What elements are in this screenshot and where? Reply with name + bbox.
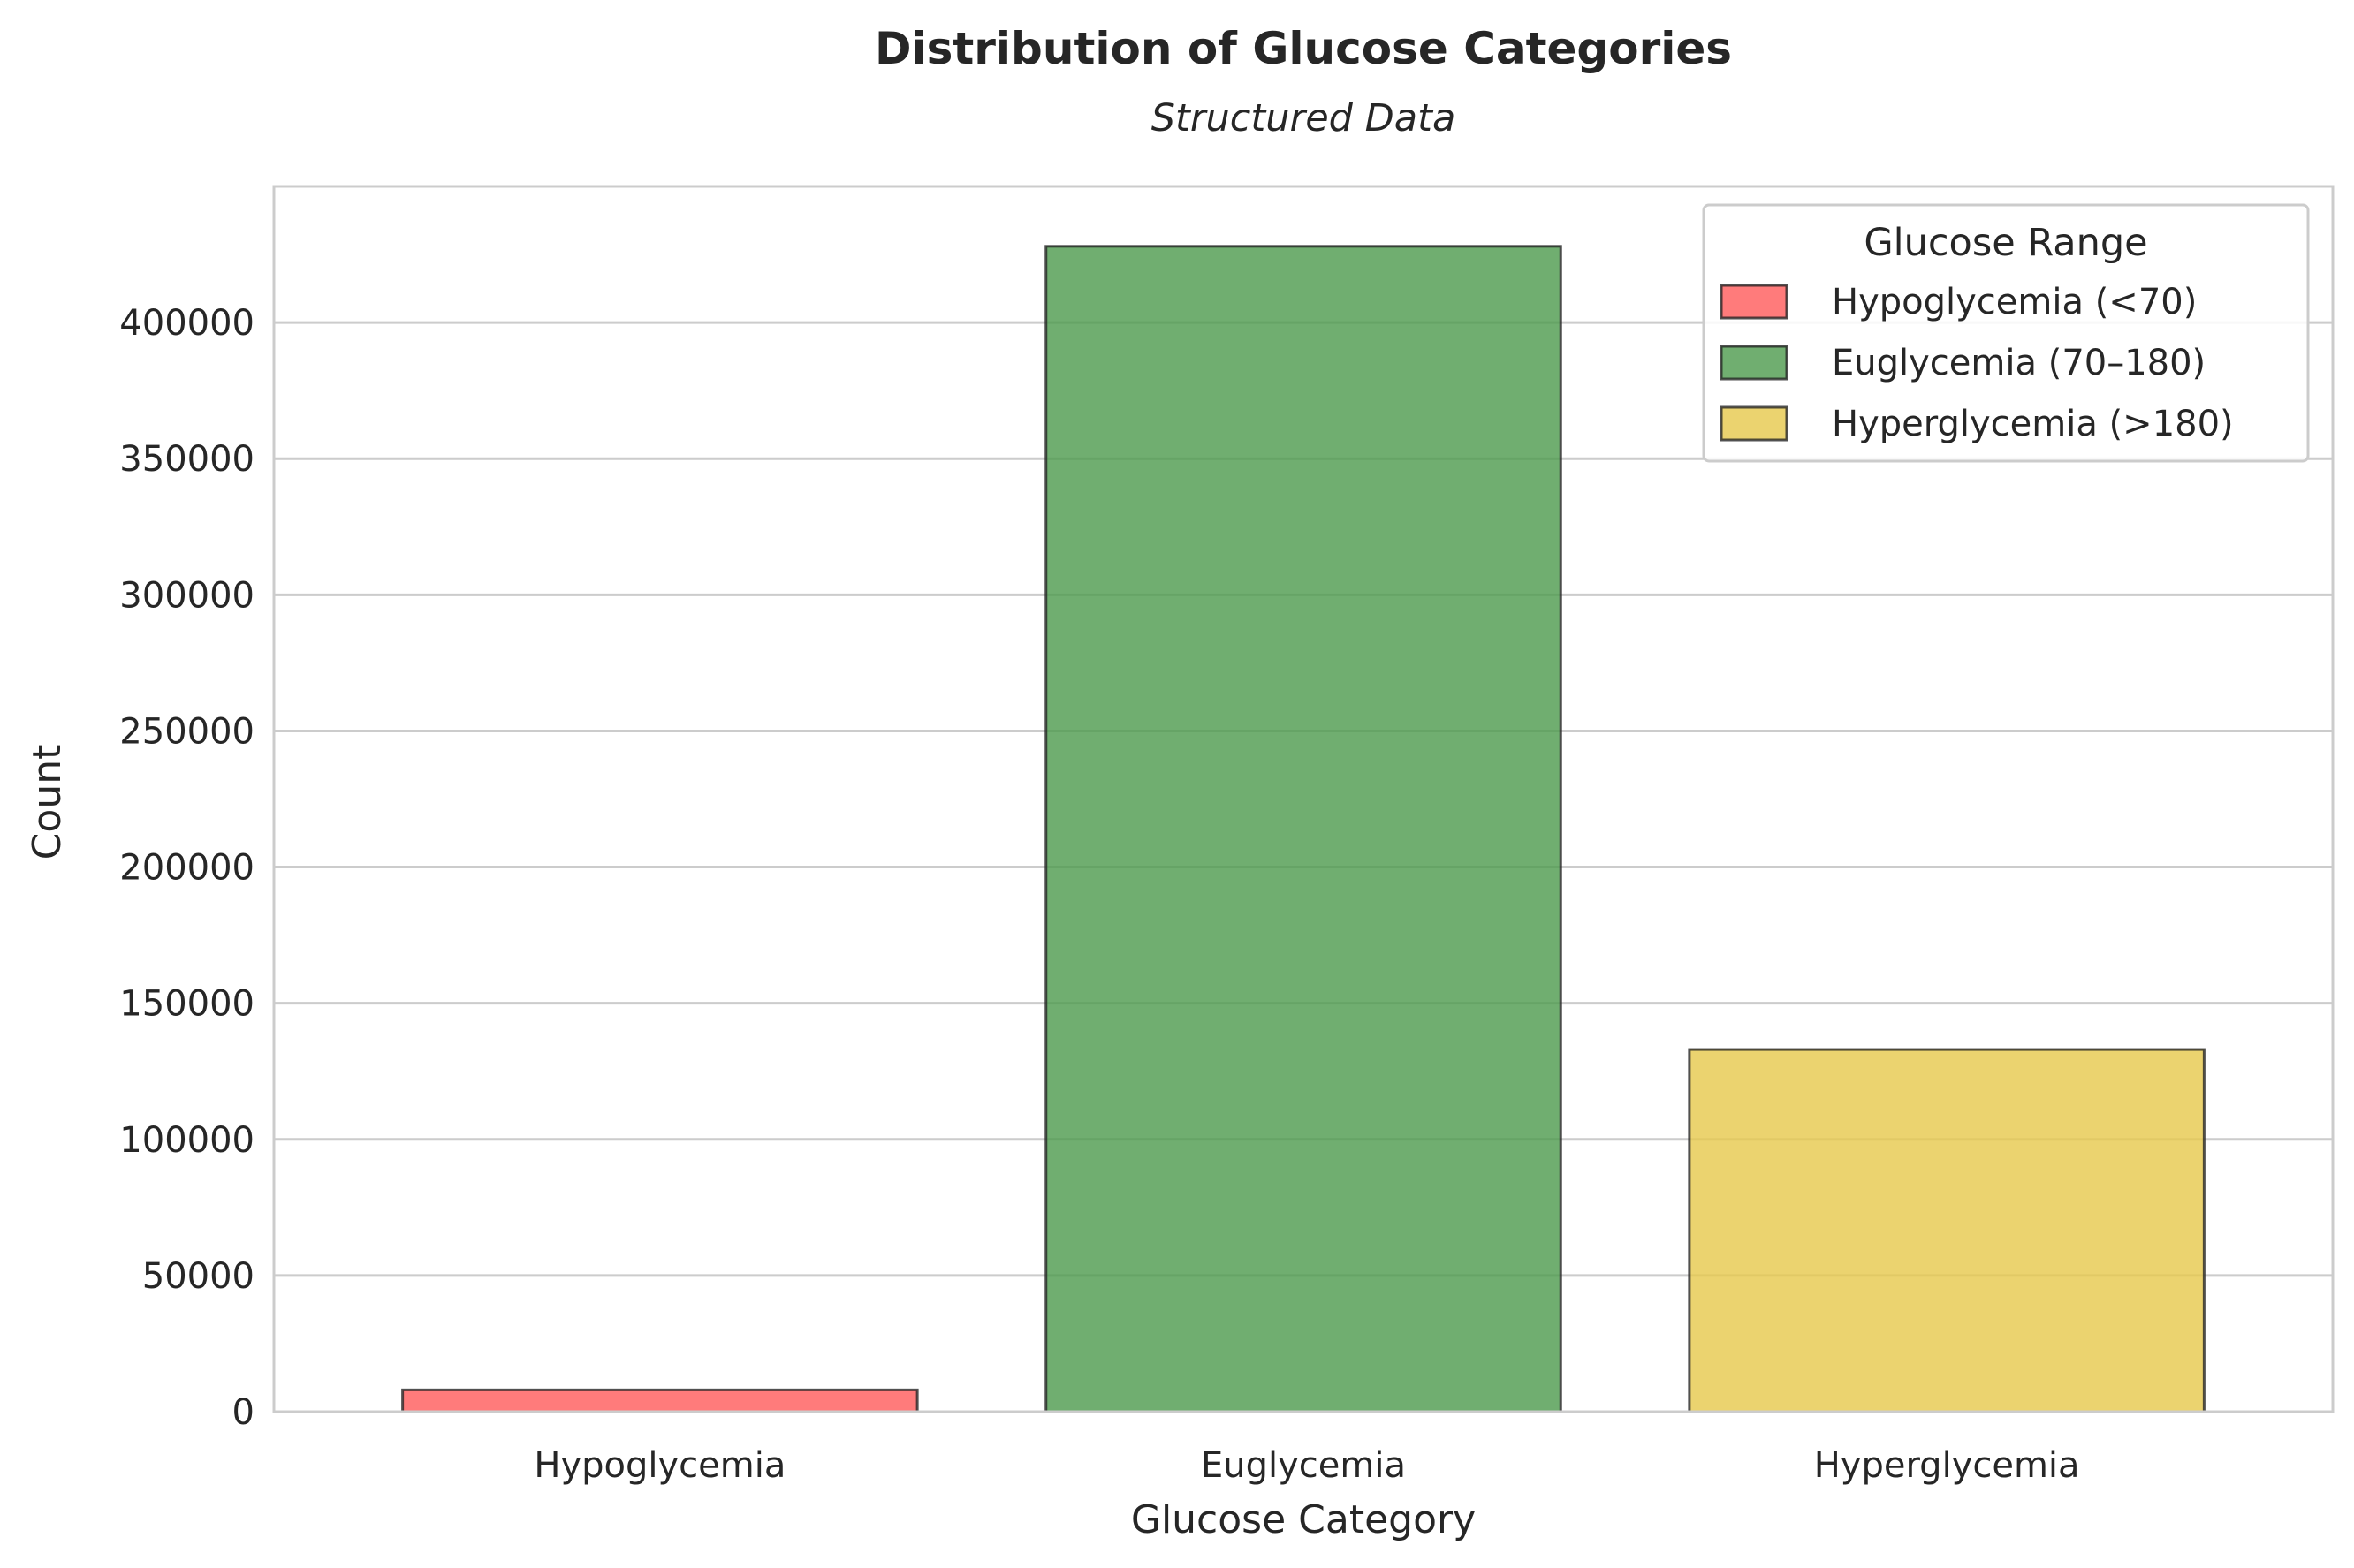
x-tick-label: Hypoglycemia (534, 1445, 786, 1486)
legend-swatch (1720, 405, 1788, 442)
bar-hyperglycemia (1688, 1048, 2206, 1413)
plot-area-frame (272, 185, 2335, 1413)
y-tick-label: 150000 (119, 984, 254, 1025)
bar-hypoglycemia (401, 1388, 919, 1413)
x-tick-label: Hyperglycemia (1814, 1445, 2080, 1486)
y-tick-label: 350000 (119, 439, 254, 480)
y-tick-label: 100000 (119, 1120, 254, 1161)
x-axis-label: Glucose Category (1131, 1497, 1476, 1542)
y-tick-label: 0 (232, 1392, 254, 1433)
y-tick-label: 400000 (119, 303, 254, 344)
chart-title: Distribution of Glucose Categories (875, 23, 1732, 74)
chart-subtitle: Structured Data (1151, 96, 1456, 140)
legend-entry-label: Euglycemia (70–180) (1832, 343, 2206, 383)
legend-box (1702, 203, 2310, 463)
legend-entry-label: Hypoglycemia (<70) (1832, 282, 2197, 322)
y-tick-label: 250000 (119, 711, 254, 752)
y-axis-label: Count (25, 745, 70, 860)
x-tick-label: Euglycemia (1201, 1445, 1406, 1486)
legend: Glucose Range Hypoglycemia (<70) Euglycem… (1702, 203, 2310, 463)
legend-entry-label: Hyperglycemia (>180) (1832, 404, 2234, 444)
bars (401, 245, 2206, 1413)
y-tick-label: 50000 (142, 1256, 254, 1297)
y-tick-label: 200000 (119, 848, 254, 889)
y-tick-label: 300000 (119, 575, 254, 616)
bar-euglycemia (1044, 245, 1562, 1413)
legend-entries: Hypoglycemia (<70) Euglycemia (70–180) Hyp… (1720, 282, 2234, 444)
legend-swatch (1720, 345, 1788, 381)
legend-swatch (1720, 284, 1788, 320)
legend-title: Glucose Range (1864, 221, 2147, 265)
x-tick-labels: Hypoglycemia Euglycemia Hyperglycemia (534, 1445, 2079, 1486)
y-tick-labels: 0 50000 100000 150000 200000 250000 300000 3500… (119, 303, 254, 1433)
